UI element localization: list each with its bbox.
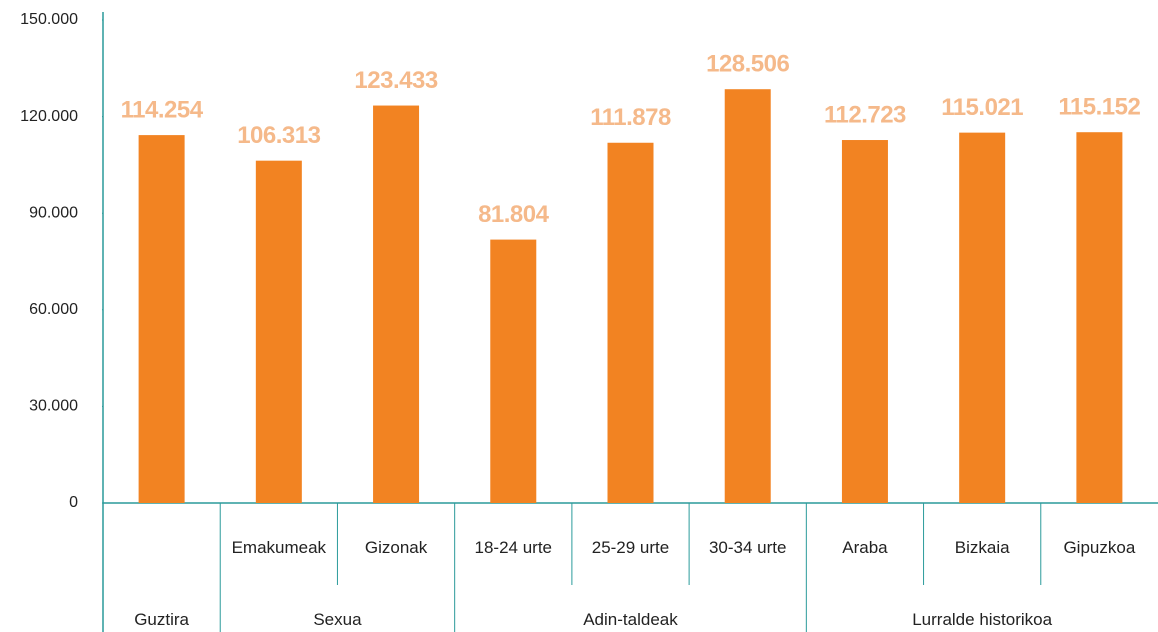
value-label: 81.804 bbox=[478, 201, 550, 228]
x-tick-label: Gizonak bbox=[364, 537, 428, 557]
x-tick-label: Bizkaia bbox=[954, 537, 1010, 557]
group-label: Guztira bbox=[134, 610, 189, 629]
y-tick-label: 60.000 bbox=[29, 301, 78, 318]
x-tick-label: Araba bbox=[842, 537, 888, 557]
bar bbox=[841, 140, 888, 504]
bar bbox=[959, 132, 1006, 503]
value-label: 115.152 bbox=[1058, 94, 1140, 121]
value-label: 123.433 bbox=[354, 67, 437, 94]
value-label: 128.506 bbox=[706, 51, 789, 78]
value-label: 106.313 bbox=[237, 122, 320, 149]
value-label: 112.723 bbox=[824, 101, 906, 128]
y-tick-label: 30.000 bbox=[29, 398, 78, 415]
x-tick-label: 30-34 urte bbox=[708, 537, 787, 557]
x-tick-label: 18-24 urte bbox=[474, 537, 553, 557]
x-tick-label: Emakumeak bbox=[231, 537, 327, 557]
y-tick-label: 0 bbox=[69, 494, 78, 511]
group-label: Sexua bbox=[313, 610, 362, 629]
y-tick-label: 90.000 bbox=[29, 204, 78, 221]
bar bbox=[724, 89, 771, 503]
bar bbox=[1076, 132, 1123, 503]
y-tick-label: 150.000 bbox=[20, 11, 78, 28]
group-label: Adin-taldeak bbox=[583, 610, 678, 629]
x-tick-label: 25-29 urte bbox=[591, 537, 670, 557]
x-tick-label: Gipuzkoa bbox=[1063, 537, 1136, 557]
bar bbox=[255, 160, 302, 504]
value-label: 114.254 bbox=[121, 96, 204, 123]
bar bbox=[607, 142, 654, 503]
y-tick-label: 120.000 bbox=[20, 108, 78, 125]
group-label: Lurralde historikoa bbox=[912, 610, 1053, 629]
bar bbox=[138, 135, 185, 504]
value-label: 111.878 bbox=[590, 104, 671, 131]
value-label: 115.021 bbox=[941, 94, 1023, 121]
bar bbox=[490, 239, 537, 503]
bar bbox=[373, 105, 420, 503]
